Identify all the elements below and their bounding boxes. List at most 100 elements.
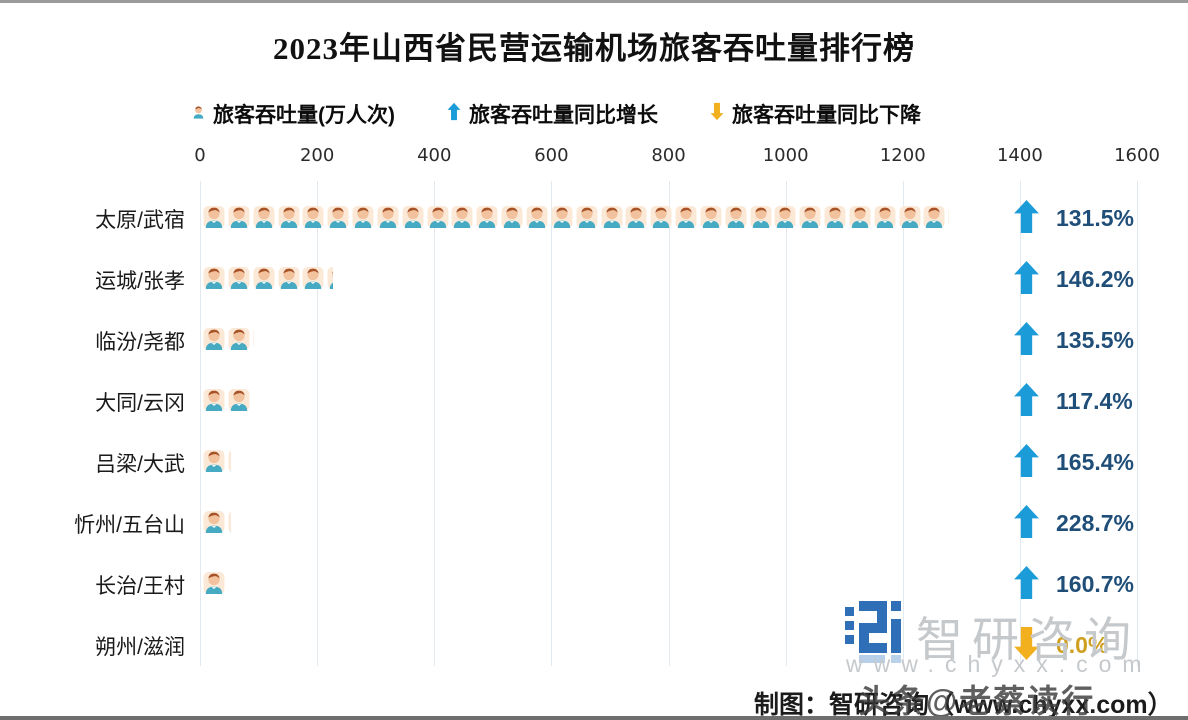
row-label: 运城/张孝 <box>95 270 185 293</box>
down-arrow-icon <box>1013 627 1040 665</box>
person-icon <box>228 206 250 228</box>
gridline <box>902 181 904 666</box>
up-arrow-icon <box>447 100 461 129</box>
row-label: 忻州/五台山 <box>74 514 185 537</box>
person-icon <box>203 206 225 228</box>
person-icon <box>203 511 225 533</box>
person-icon <box>278 206 300 228</box>
gridline <box>317 181 319 666</box>
person-icon <box>253 206 275 228</box>
person-icon <box>203 267 225 289</box>
person-icon <box>700 206 722 228</box>
up-arrow-icon <box>1013 505 1040 543</box>
icon-bar <box>203 447 232 474</box>
person-icon <box>750 206 772 228</box>
person-icon <box>402 206 424 228</box>
row-label: 朔州/滋润 <box>95 636 185 659</box>
icon-bar <box>203 508 231 535</box>
icon-bar <box>203 569 225 596</box>
legend-label-increase: 旅客吞吐量同比增长 <box>469 104 658 127</box>
person-icon <box>824 206 846 228</box>
x-axis-tick: 800 <box>651 145 686 166</box>
person-icon <box>576 206 598 228</box>
up-arrow-icon <box>1013 444 1040 482</box>
x-axis-tick: 1600 <box>1114 145 1160 166</box>
person-icon <box>650 206 672 228</box>
yoy-value: 117.4% <box>1056 388 1133 414</box>
up-arrow-icon <box>1013 383 1040 421</box>
x-axis-tick: 400 <box>417 145 452 166</box>
person-icon <box>899 206 921 228</box>
x-axis-tick: 0 <box>194 145 206 166</box>
person-icon <box>228 511 231 533</box>
yoy-value: 146.2% <box>1056 266 1135 292</box>
person-icon <box>253 267 275 289</box>
gridline <box>1137 181 1138 666</box>
row-label: 长治/王村 <box>95 575 185 598</box>
gridline <box>668 181 670 666</box>
legend-label-throughput: 旅客吞吐量(万人次) <box>213 104 395 127</box>
gridline <box>200 181 201 666</box>
person-icon <box>203 450 225 472</box>
up-arrow-icon <box>1013 566 1040 604</box>
person-icon <box>725 206 747 228</box>
person-icon <box>352 206 374 228</box>
x-axis-tick: 1200 <box>879 145 926 166</box>
icon-bar <box>203 203 950 230</box>
row-label: 吕梁/大武 <box>95 453 185 476</box>
chart-legend: 旅客吞吐量(万人次) 旅客吞吐量同比增长 旅客吞吐量同比下降 <box>192 99 921 129</box>
person-icon <box>874 206 896 228</box>
person-icon <box>327 267 333 289</box>
person-icon <box>551 206 573 228</box>
icon-bar <box>203 264 333 291</box>
page-title: 2023年山西省民营运输机场旅客吞吐量排行榜 <box>273 31 915 66</box>
yoy-value: 131.5% <box>1056 205 1135 231</box>
brand-logo-icon <box>843 599 905 670</box>
legend-label-decrease: 旅客吞吐量同比下降 <box>732 104 921 127</box>
person-icon <box>228 328 250 350</box>
person-icon <box>849 206 871 228</box>
up-arrow-icon <box>1013 322 1040 360</box>
icon-bar <box>203 386 253 413</box>
person-icon <box>203 328 225 350</box>
yoy-value: 135.5% <box>1056 327 1135 353</box>
x-axis-tick: 200 <box>299 145 335 166</box>
chart-credit: 制图：智研咨询（www.chyxx.com） <box>754 691 1173 719</box>
person-icon <box>228 267 250 289</box>
brand-watermark-text: 智研咨询 <box>916 613 1140 666</box>
gridline <box>1019 181 1021 666</box>
person-icon <box>427 206 449 228</box>
gridline <box>551 181 553 666</box>
person-icon <box>625 206 647 228</box>
up-arrow-icon <box>1013 261 1040 299</box>
x-axis-tick: 600 <box>534 145 569 166</box>
x-axis: 0 200 400 600 800 1000 1200 1400 1600 <box>0 145 1188 169</box>
up-arrow-icon <box>1013 200 1040 238</box>
brand-watermark-url: www.chyxx.com <box>846 651 1153 677</box>
person-icon <box>948 209 950 225</box>
down-arrow-icon <box>710 100 724 129</box>
person-icon <box>451 206 473 228</box>
person-icon <box>501 206 523 228</box>
yoy-value: 228.7% <box>1056 510 1135 536</box>
person-icon <box>302 206 324 228</box>
plot-area: 太原/武宿 131.5% 运城/张孝 146.2% 临汾/尧都 135.5% 大同/云冈 11… <box>0 181 1188 666</box>
person-icon <box>192 102 205 126</box>
x-axis-tick: 1000 <box>762 145 809 166</box>
gridline <box>785 181 787 666</box>
person-icon <box>476 206 498 228</box>
person-icon <box>203 572 225 594</box>
legend-item-throughput: 旅客吞吐量(万人次) <box>192 99 395 129</box>
legend-item-increase: 旅客吞吐量同比增长 <box>447 99 658 129</box>
person-icon <box>675 206 697 228</box>
person-icon <box>923 206 945 228</box>
person-icon <box>327 206 349 228</box>
person-icon <box>601 206 622 228</box>
person-icon <box>799 206 821 228</box>
person-icon <box>278 267 300 289</box>
person-icon <box>526 206 548 228</box>
row-label: 大同/云冈 <box>95 392 185 415</box>
x-axis-tick: 1400 <box>996 145 1043 166</box>
row-label: 临汾/尧都 <box>95 331 185 354</box>
